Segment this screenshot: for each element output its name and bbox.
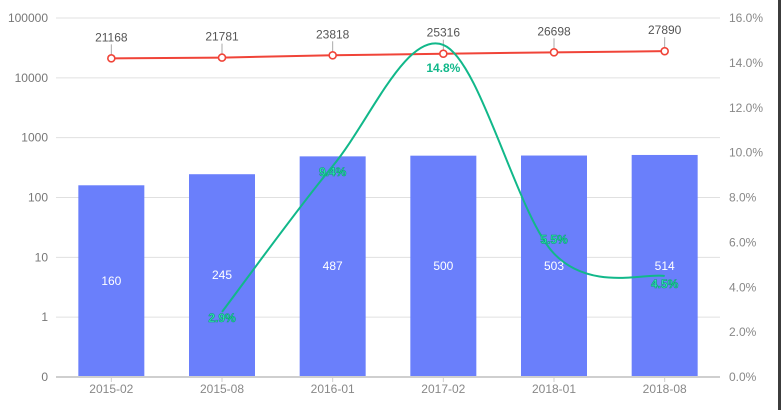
bar-value-label: 503 (544, 259, 564, 273)
bar[interactable] (189, 174, 255, 377)
x-tick-label: 2017-02 (421, 382, 465, 396)
bar-series: 160 245 487 500 503 514 (78, 154, 698, 377)
red-value-label: 26698 (537, 24, 571, 38)
left-tick-label: 1000 (21, 131, 48, 145)
green-line (221, 42, 665, 313)
right-tick-label: 10.0% (729, 146, 763, 160)
gridlines (56, 17, 720, 318)
bar-value-label: 487 (323, 259, 343, 273)
left-tick-label: 10000 (15, 71, 49, 85)
left-tick-label: 100 (28, 191, 48, 205)
green-value-label: 5.5% (540, 233, 568, 247)
red-point[interactable] (549, 48, 559, 57)
red-value-label: 21168 (95, 30, 128, 44)
right-axis: 0.0% 2.0% 4.0% 6.0% 8.0% 10.0% 12.0% 14.0% 16.0% (729, 11, 763, 384)
red-value-label: 21781 (205, 30, 239, 44)
right-tick-label: 6.0% (729, 235, 757, 249)
left-tick-label: 0 (41, 370, 48, 384)
bar[interactable] (410, 155, 477, 377)
x-tick-label: 2015-08 (200, 382, 244, 396)
bar[interactable] (521, 155, 587, 377)
right-tick-label: 0.0% (729, 370, 757, 384)
green-value-label: 4.5% (651, 277, 679, 291)
x-tick-label: 2018-08 (643, 382, 687, 396)
x-tick-label: 2015-02 (89, 382, 133, 396)
bar[interactable] (631, 154, 698, 377)
bar-value-label: 500 (433, 259, 453, 273)
bar[interactable] (78, 185, 145, 377)
left-tick-label: 1 (41, 310, 48, 324)
x-axis: 2015-02 2015-08 2016-01 2017-02 2018-01 2018-… (56, 376, 720, 396)
red-point[interactable] (107, 54, 116, 63)
red-line-series: 21168 21781 23818 25316 26698 27890 (95, 23, 682, 63)
right-tick-label: 12.0% (729, 101, 763, 115)
red-point[interactable] (439, 49, 448, 58)
right-tick-label: 4.0% (729, 280, 757, 294)
green-value-label: 9.4% (319, 165, 347, 179)
left-axis: 0 1 10 100 1000 10000 100000 (8, 11, 48, 384)
red-line (111, 50, 665, 60)
red-point[interactable] (217, 53, 227, 62)
right-tick-label: 8.0% (729, 191, 757, 205)
red-value-label: 27890 (648, 23, 682, 37)
x-tick-label: 2016-01 (311, 382, 355, 396)
green-value-label: 2.9% (208, 311, 236, 325)
green-line-series: 2.9% 9.4% 14.8% 5.5% 4.5% (208, 42, 679, 325)
bar-value-label: 245 (212, 268, 232, 282)
window-edge (778, 0, 781, 410)
left-tick-label: 10 (35, 250, 49, 264)
right-tick-label: 14.0% (729, 56, 763, 70)
bar-value-label: 514 (655, 259, 675, 273)
red-value-label: 25316 (427, 26, 461, 40)
bar-value-label: 160 (101, 274, 121, 288)
x-tick-label: 2018-01 (532, 382, 576, 396)
red-point[interactable] (328, 50, 337, 60)
red-point[interactable] (660, 46, 669, 56)
right-tick-label: 16.0% (729, 11, 763, 25)
red-value-label: 23818 (316, 27, 350, 41)
right-tick-label: 2.0% (729, 325, 757, 339)
green-value-label: 14.8% (426, 61, 460, 75)
left-tick-label: 100000 (8, 11, 48, 25)
